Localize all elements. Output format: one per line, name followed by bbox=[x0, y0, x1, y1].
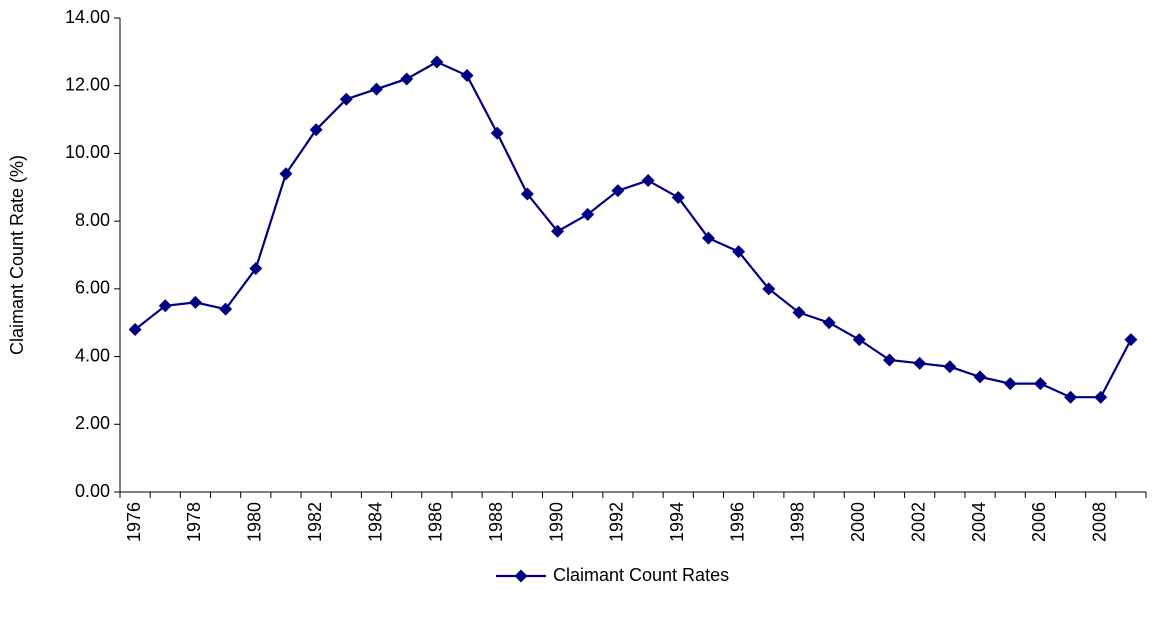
x-tick-label: 1986 bbox=[426, 502, 446, 542]
data-point bbox=[913, 356, 927, 370]
x-tick-label: 2002 bbox=[908, 502, 928, 542]
data-point bbox=[973, 370, 987, 384]
y-tick-label: 12.00 bbox=[65, 74, 110, 94]
data-point bbox=[158, 299, 172, 313]
data-point bbox=[611, 184, 625, 198]
x-tick-label: 2000 bbox=[848, 502, 868, 542]
data-point bbox=[822, 316, 836, 330]
x-tick-label: 1984 bbox=[365, 502, 385, 542]
y-tick-label: 6.00 bbox=[75, 278, 110, 298]
x-tick-label: 1982 bbox=[305, 502, 325, 542]
x-tick-label: 1998 bbox=[788, 502, 808, 542]
data-point bbox=[460, 69, 474, 83]
data-point bbox=[551, 224, 565, 238]
data-point bbox=[1094, 390, 1108, 404]
y-tick-label: 10.00 bbox=[65, 142, 110, 162]
y-tick-label: 0.00 bbox=[75, 481, 110, 501]
x-tick-label: 2008 bbox=[1089, 502, 1109, 542]
data-point bbox=[430, 55, 444, 69]
data-point bbox=[852, 333, 866, 347]
data-point bbox=[641, 174, 655, 188]
x-tick-label: 1976 bbox=[124, 502, 144, 542]
y-tick-label: 8.00 bbox=[75, 210, 110, 230]
x-tick-label: 1990 bbox=[546, 502, 566, 542]
x-tick-label: 1980 bbox=[245, 502, 265, 542]
data-point bbox=[1124, 333, 1138, 347]
series-line bbox=[134, 60, 1132, 399]
legend-label: Claimant Count Rates bbox=[553, 565, 729, 585]
data-point bbox=[792, 306, 806, 320]
data-point bbox=[943, 360, 957, 374]
data-point bbox=[1033, 377, 1047, 391]
data-point bbox=[219, 302, 233, 316]
y-tick-label: 4.00 bbox=[75, 345, 110, 365]
x-tick-label: 2006 bbox=[1029, 502, 1049, 542]
data-point bbox=[128, 322, 142, 336]
data-point bbox=[309, 123, 323, 137]
data-point bbox=[581, 207, 595, 221]
data-point bbox=[701, 231, 715, 245]
y-axis-title: Claimant Count Rate (%) bbox=[7, 155, 27, 355]
x-tick-label: 1988 bbox=[486, 502, 506, 542]
data-point bbox=[400, 72, 414, 86]
data-point bbox=[339, 92, 353, 106]
data-point bbox=[370, 82, 383, 96]
data-point bbox=[883, 353, 896, 367]
x-tick-label: 1996 bbox=[727, 502, 747, 542]
x-tick-label: 1992 bbox=[607, 502, 627, 542]
data-point bbox=[732, 245, 746, 259]
data-point bbox=[1064, 390, 1078, 404]
y-tick-label: 14.00 bbox=[65, 7, 110, 27]
x-tick-label: 1978 bbox=[184, 502, 204, 542]
data-point bbox=[188, 295, 202, 309]
data-point bbox=[490, 126, 504, 140]
data-point bbox=[671, 190, 685, 204]
x-tick-label: 1994 bbox=[667, 502, 687, 542]
legend-marker bbox=[514, 569, 528, 583]
y-tick-label: 2.00 bbox=[75, 413, 110, 433]
data-point bbox=[249, 262, 263, 276]
x-tick-label: 2004 bbox=[969, 502, 989, 542]
data-point bbox=[762, 282, 776, 296]
data-point bbox=[1003, 377, 1017, 391]
data-point bbox=[520, 187, 534, 201]
data-point bbox=[279, 167, 293, 181]
